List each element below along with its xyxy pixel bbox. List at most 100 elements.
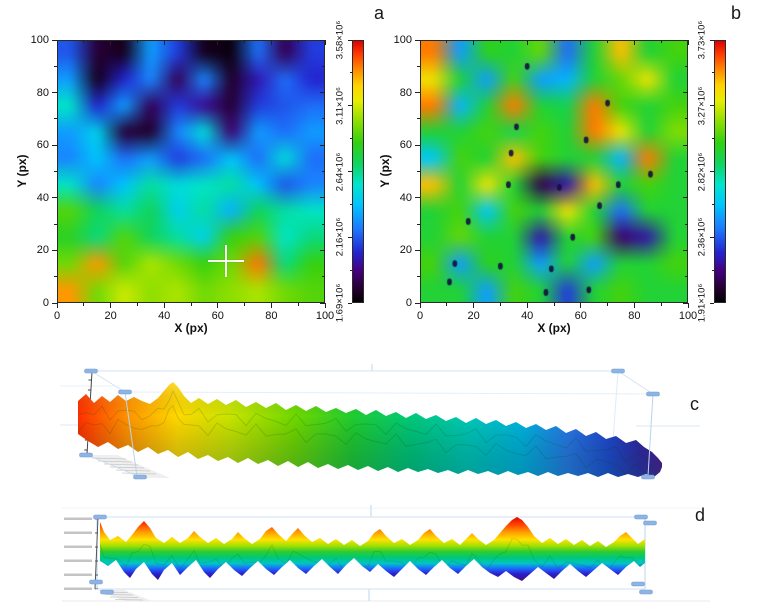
x-tick — [419, 303, 421, 308]
x-tick — [83, 303, 85, 306]
y-tick — [54, 118, 57, 120]
x-tick-label: 40 — [521, 310, 534, 322]
box-right-back-vertical-c — [611, 370, 619, 456]
x-tick — [110, 303, 112, 308]
resize-handle-d[interactable] — [639, 589, 653, 595]
x-tick — [217, 303, 219, 308]
colorbar-tick-label: 2.82×10⁶ — [696, 152, 708, 191]
x-tick — [607, 303, 609, 306]
surface-d-ridge-line — [100, 538, 645, 574]
cursor-crosshair-v[interactable] — [225, 244, 227, 277]
colorbar-tick — [710, 302, 714, 304]
y-tick — [417, 65, 420, 67]
x-tick — [446, 303, 448, 306]
surface-c-ridge-line — [78, 404, 662, 477]
z-axis-line-c — [86, 371, 93, 455]
x-tick-top — [687, 40, 689, 45]
x-tick — [163, 303, 165, 308]
y-tick — [54, 223, 57, 225]
floor-tick-text-d — [109, 596, 139, 598]
box-right-top-edge-c — [617, 370, 654, 395]
panel-letter-a: a — [374, 3, 385, 23]
resize-handle-c[interactable] — [84, 368, 98, 374]
y-axis-label-b: Y (px) — [378, 154, 392, 188]
colorbar-tick-label: 3.58×10⁶ — [334, 20, 346, 60]
heatmap-canvas-a[interactable] — [57, 40, 325, 303]
y-tick-right — [685, 65, 688, 67]
x-tick-top — [83, 40, 85, 43]
y-tick-label: 80 — [36, 86, 49, 99]
x-tick-top — [244, 40, 246, 43]
y-tick — [417, 223, 420, 225]
y-tick-label: 40 — [36, 191, 49, 204]
x-tick-top — [446, 40, 448, 43]
y-tick-label: 60 — [399, 139, 412, 152]
y-tick-right — [683, 302, 688, 304]
colorbar-tick — [710, 171, 714, 172]
resize-handle-d[interactable] — [93, 514, 107, 520]
y-tick — [417, 276, 420, 278]
x-tick — [660, 303, 662, 306]
y-tick — [52, 302, 57, 304]
colorbar-tick — [711, 269, 714, 271]
y-tick — [52, 144, 57, 146]
y-tick-right — [320, 39, 325, 41]
x-tick-top — [553, 40, 555, 43]
x-tick — [270, 303, 272, 308]
x-axis-label-a: X (px) — [174, 321, 208, 335]
resize-handle-d[interactable] — [643, 520, 657, 526]
x-tick — [244, 303, 246, 306]
z-axis-tick-label-d — [64, 517, 92, 520]
resize-handle-c[interactable] — [79, 452, 93, 458]
heatmap-canvas-b[interactable] — [420, 40, 688, 303]
z-axis-tick-label-d — [64, 559, 92, 562]
y-tick — [415, 249, 420, 251]
box-right-front-vertical-c — [647, 393, 654, 477]
y-tick-right — [320, 197, 325, 199]
resize-handle-d[interactable] — [89, 579, 103, 585]
y-axis-label-a: Y (px) — [15, 154, 29, 188]
y-tick-label: 100 — [30, 34, 49, 46]
colorbar-tick — [710, 105, 714, 107]
x-tick-top — [499, 40, 501, 43]
y-tick-label: 20 — [36, 244, 49, 257]
colorbar-tick — [711, 138, 714, 140]
x-tick-label: 40 — [158, 310, 171, 322]
panel-letter-c: c — [690, 394, 699, 414]
resize-handle-c[interactable] — [133, 474, 147, 480]
y-tick — [415, 197, 420, 199]
x-tick — [580, 303, 582, 308]
z-axis-tick-label-d — [64, 531, 92, 534]
floor-tick-text-c — [97, 460, 133, 463]
resize-handle-c[interactable] — [611, 368, 625, 374]
y-tick-right — [320, 302, 325, 304]
resize-handle-c[interactable] — [118, 389, 132, 395]
floor-tick-text-c — [91, 457, 127, 460]
x-tick-label: 20 — [467, 310, 480, 322]
colorbar-tick — [711, 203, 714, 205]
resize-handle-d[interactable] — [634, 514, 648, 520]
x-tick — [553, 303, 555, 306]
colorbar-tick-label: 2.64×10⁶ — [334, 152, 346, 191]
colorbar-tick-label: 2.16×10⁶ — [334, 217, 346, 257]
x-tick — [473, 303, 475, 308]
x-tick-top — [110, 40, 112, 45]
y-tick-right — [683, 144, 688, 146]
resize-handle-c[interactable] — [646, 391, 660, 397]
colorbar-tick-label: 1.69×10⁶ — [334, 283, 346, 323]
y-tick-right — [683, 92, 688, 94]
x-tick — [633, 303, 635, 308]
resize-handle-c[interactable] — [641, 474, 655, 480]
resize-handle-d[interactable] — [100, 589, 114, 595]
colorbar-tick-label: 3.27×10⁶ — [696, 86, 708, 126]
x-tick-top — [419, 40, 421, 45]
x-tick-top — [297, 40, 299, 43]
colorbar-tick — [349, 269, 352, 271]
floor-plane-c — [87, 455, 170, 478]
heatmap-frame-a — [57, 40, 325, 303]
y-tick-label: 100 — [393, 34, 412, 46]
resize-handle-d[interactable] — [631, 581, 645, 587]
x-tick — [56, 303, 58, 308]
colorbar-tick — [711, 72, 714, 74]
